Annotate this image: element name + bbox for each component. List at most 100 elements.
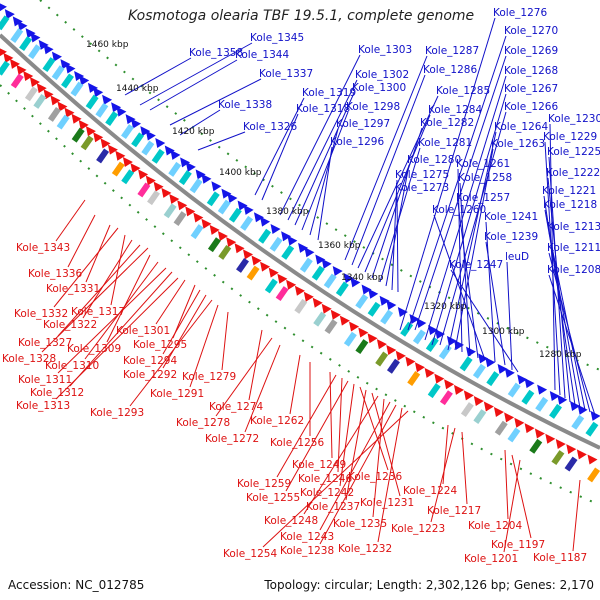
reverse-gene-connector xyxy=(377,407,403,543)
forward-gene-label: Kole_1286 xyxy=(423,64,477,76)
gene-feature-arrow xyxy=(444,379,455,390)
gene-feature-block xyxy=(51,65,65,81)
reverse-gene-connector xyxy=(129,299,213,407)
forward-gene-connector xyxy=(357,95,439,269)
reverse-gene-connector xyxy=(442,424,449,485)
reverse-gene-connector xyxy=(262,410,409,548)
forward-gene-connector xyxy=(433,214,486,361)
gene-feature-arrow xyxy=(169,194,180,205)
forward-gene-connector xyxy=(344,55,428,261)
scale-tick-label: 1420 kbp xyxy=(172,127,215,137)
gene-feature-arrow xyxy=(131,118,142,129)
reverse-gene-label: Kole_1255 xyxy=(246,492,300,504)
forward-gene-connector xyxy=(450,269,519,373)
reverse-gene-label: Kole_1317 xyxy=(71,306,125,318)
reverse-gene-connector xyxy=(372,398,385,518)
gene-feature-block xyxy=(507,382,521,398)
gene-feature-arrow xyxy=(330,309,341,320)
forward-gene-label: Kole_1298 xyxy=(346,101,400,113)
gene-feature-block xyxy=(47,106,61,122)
forward-gene-label: Kole_1275 xyxy=(395,169,449,181)
reverse-gene-connector xyxy=(248,329,263,401)
forward-gene-label: Kole_1287 xyxy=(425,45,479,57)
reverse-gene-label: Kole_1322 xyxy=(43,319,97,331)
reverse-gene-label: Kole_1291 xyxy=(150,388,204,400)
gene-feature-arrow xyxy=(349,321,360,332)
reverse-gene-connector xyxy=(244,344,281,433)
gene-feature-block xyxy=(438,344,452,360)
gene-feature-arrow xyxy=(185,206,196,217)
forward-gene-label: Kole_1267 xyxy=(504,83,558,95)
forward-gene-label: Kole_1222 xyxy=(546,167,600,179)
gene-feature-arrow xyxy=(209,224,220,235)
gene-feature-arrow xyxy=(358,327,369,338)
gene-feature-arrow xyxy=(221,188,232,199)
map-title: Kosmotoga olearia TBF 19.5.1, complete g… xyxy=(128,8,475,24)
gene-feature-arrow xyxy=(570,401,581,412)
forward-gene-label: leuD xyxy=(505,251,529,263)
forward-gene-label: Kole_1211 xyxy=(547,242,600,254)
gene-feature-arrow xyxy=(71,113,82,124)
gene-feature-arrow xyxy=(145,175,156,186)
gene-feature-arrow xyxy=(395,350,406,361)
gene-feature-arrow xyxy=(537,384,548,395)
gene-feature-block xyxy=(85,94,99,110)
gene-feature-block xyxy=(121,169,135,185)
gene-feature-arrow xyxy=(161,187,172,198)
gene-feature-arrow xyxy=(111,102,122,113)
forward-gene-label: Kole_1344 xyxy=(235,49,289,61)
reverse-gene-label: Kole_1272 xyxy=(205,433,259,445)
gene-feature-arrow xyxy=(545,433,556,444)
gene-feature-block xyxy=(459,356,473,372)
gene-feature-block xyxy=(486,371,500,387)
gene-feature-block xyxy=(521,389,535,405)
forward-gene-connector xyxy=(317,146,333,241)
reverse-gene-label: Kole_1313 xyxy=(16,400,70,412)
scale-tick-label: 1400 kbp xyxy=(219,168,262,178)
gene-feature-block xyxy=(375,351,389,367)
gene-feature-arrow xyxy=(524,378,535,389)
reverse-gene-label: Kole_1331 xyxy=(46,283,100,295)
forward-gene-label: Kole_1318 xyxy=(296,103,350,115)
reverse-gene-label: Kole_1242 xyxy=(300,487,354,499)
gene-feature-block xyxy=(207,237,221,253)
reverse-gene-label: Kole_1237 xyxy=(306,501,360,513)
reverse-gene-label: Kole_1248 xyxy=(264,515,318,527)
gene-feature-block xyxy=(163,203,177,219)
gene-feature-arrow xyxy=(74,70,85,81)
gene-feature-block xyxy=(0,60,10,76)
gene-feature-arrow xyxy=(493,406,504,417)
forward-gene-label: Kole_1257 xyxy=(456,192,510,204)
forward-gene-connector xyxy=(197,131,246,151)
gene-feature-block xyxy=(240,215,254,231)
gene-feature-arrow xyxy=(107,144,118,155)
reverse-gene-connector xyxy=(276,374,337,478)
scale-tick-label: 1380 kbp xyxy=(266,207,309,217)
gene-feature-block xyxy=(10,73,24,89)
gene-feature-arrow xyxy=(180,157,191,168)
gene-feature-arrow xyxy=(409,313,420,324)
forward-gene-connector xyxy=(294,92,355,226)
reverse-gene-label: Kole_1243 xyxy=(280,531,334,543)
forward-gene-connector xyxy=(179,109,221,136)
gene-feature-block xyxy=(549,403,563,419)
gene-feature-arrow xyxy=(195,169,206,180)
gene-feature-arrow xyxy=(17,20,28,31)
gene-feature-block xyxy=(33,93,47,109)
forward-gene-label: Kole_1225 xyxy=(547,146,600,158)
gene-feature-arrow xyxy=(416,318,427,329)
forward-gene-label: Kole_1270 xyxy=(504,25,558,37)
reverse-gene-connector xyxy=(57,267,167,374)
forward-gene-label: Kole_1213 xyxy=(547,221,600,233)
gene-feature-arrow xyxy=(57,101,68,112)
gene-feature-block xyxy=(56,114,70,130)
reverse-gene-label: Kole_1311 xyxy=(18,374,72,386)
gene-feature-arrow xyxy=(201,218,212,229)
forward-gene-connector xyxy=(506,261,513,371)
gene-feature-arrow xyxy=(193,212,204,223)
gene-feature-arrow xyxy=(155,138,166,149)
forward-gene-label: Kole_1345 xyxy=(250,32,304,44)
reverse-gene-connector xyxy=(215,337,273,417)
gene-feature-arrow xyxy=(130,163,141,174)
gene-feature-arrow xyxy=(51,51,62,62)
